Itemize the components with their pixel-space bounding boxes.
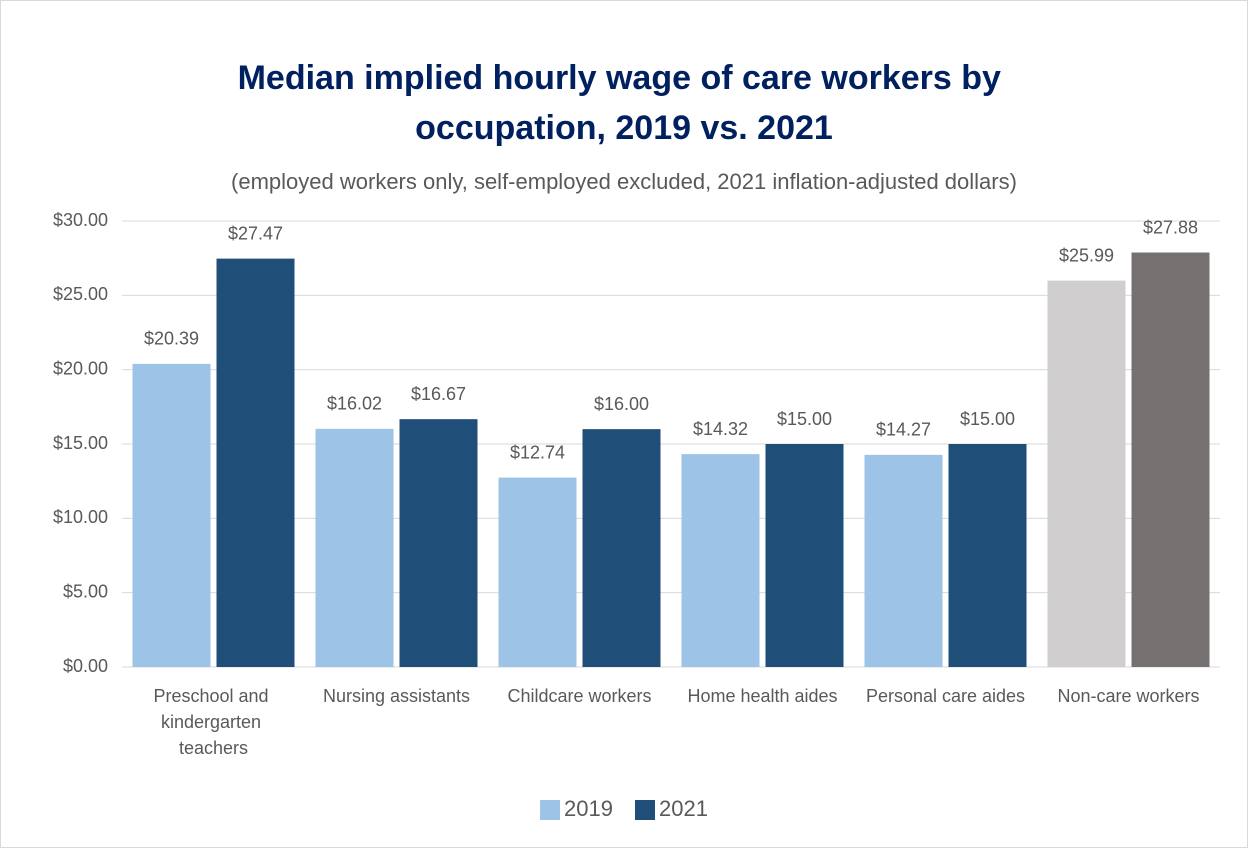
y-tick-label: $30.00 xyxy=(53,210,108,230)
data-label: $16.02 xyxy=(327,394,382,414)
legend-swatch xyxy=(540,800,561,820)
data-label: $14.32 xyxy=(693,419,748,439)
y-tick-label: $15.00 xyxy=(53,433,108,453)
bar xyxy=(582,429,661,667)
y-tick-label: $10.00 xyxy=(53,507,108,527)
bar xyxy=(765,444,844,667)
x-tick-label: Preschool and kindergarten teachers xyxy=(153,686,273,758)
legend-swatch xyxy=(635,800,655,820)
x-tick-label: Home health aides xyxy=(687,686,837,706)
y-tick-label: $25.00 xyxy=(53,284,108,304)
data-label: $27.47 xyxy=(228,223,283,243)
bar xyxy=(216,258,295,667)
data-label: $16.00 xyxy=(594,394,649,414)
bar xyxy=(1131,252,1210,667)
x-tick-label: Childcare workers xyxy=(507,686,651,706)
data-label: $15.00 xyxy=(777,409,832,429)
data-label: $12.74 xyxy=(510,442,565,462)
bar xyxy=(681,454,760,667)
chart-subtitle: (employed workers only, self-employed ex… xyxy=(231,169,1017,194)
bar xyxy=(315,428,394,667)
x-tick-label: Nursing assistants xyxy=(323,686,470,706)
data-label: $27.88 xyxy=(1143,217,1198,237)
data-label: $14.27 xyxy=(876,420,931,440)
bar xyxy=(399,419,478,667)
legend-label: 2019 xyxy=(564,796,613,821)
data-label: $20.39 xyxy=(144,329,199,349)
legend-label: 2021 xyxy=(659,796,708,821)
y-tick-label: $20.00 xyxy=(53,358,108,378)
bar xyxy=(1047,280,1126,667)
data-label: $15.00 xyxy=(960,409,1015,429)
bar xyxy=(132,363,211,667)
x-tick-label: Non-care workers xyxy=(1057,686,1199,706)
x-tick-label: Personal care aides xyxy=(866,686,1025,706)
bar xyxy=(864,454,943,667)
y-tick-label: $0.00 xyxy=(63,656,108,676)
bar xyxy=(498,477,577,667)
data-label: $16.67 xyxy=(411,384,466,404)
chart-title: Median implied hourly wage of care worke… xyxy=(238,59,1011,147)
data-label: $25.99 xyxy=(1059,245,1114,265)
y-tick-label: $5.00 xyxy=(63,581,108,601)
bar xyxy=(948,444,1027,667)
